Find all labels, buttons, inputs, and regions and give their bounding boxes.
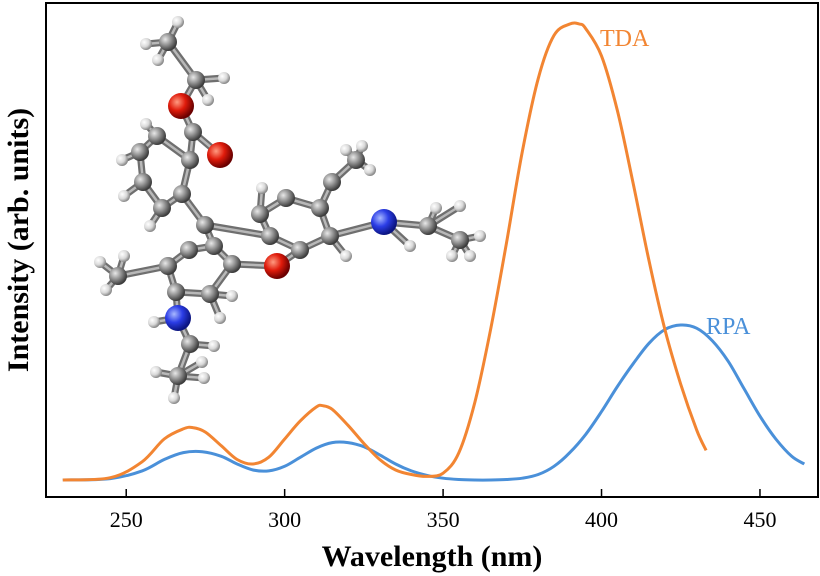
molecule-atom (208, 340, 220, 352)
molecule-atom (347, 151, 365, 169)
molecule-atom (291, 241, 309, 259)
molecule-bond (203, 223, 272, 238)
series-line-tda (62, 21, 708, 482)
molecule-atom (109, 267, 127, 285)
y-axis-label: Intensity (arb. units) (2, 108, 35, 372)
molecule-atom (159, 257, 177, 275)
molecule-atom (214, 312, 226, 324)
molecule-atom (340, 250, 352, 262)
molecule-atom (100, 284, 112, 296)
molecule-atom (167, 283, 185, 301)
molecule-atom (264, 253, 290, 279)
molecule-atom (187, 71, 205, 89)
molecule-atom (153, 199, 171, 217)
molecule-atom (404, 240, 416, 252)
molecule-atom (118, 250, 130, 262)
molecule-atom (196, 216, 214, 234)
x-tick-label: 300 (268, 507, 301, 532)
molecule-atom (218, 72, 230, 84)
molecule-atom (201, 285, 219, 303)
x-axis-label: Wavelength (nm) (322, 540, 543, 573)
molecule-illustration (94, 16, 486, 404)
molecule-atom (152, 54, 164, 66)
plot-frame (45, 2, 819, 498)
molecule-atom (256, 182, 268, 194)
molecule-atom (340, 144, 352, 156)
molecule-atom (446, 250, 458, 262)
molecule-atom (364, 164, 376, 176)
x-tick-label: 350 (427, 507, 460, 532)
x-axis-ticks: 250 300 350 400 450 (110, 489, 776, 532)
molecule-atom (202, 94, 214, 106)
molecule-atom (173, 185, 191, 203)
molecule-atom (207, 142, 233, 168)
molecule-atom (159, 33, 177, 51)
molecule-atom (168, 392, 180, 404)
x-tick-label: 450 (743, 507, 776, 532)
molecule-atom (148, 316, 160, 328)
molecule-atom (464, 250, 476, 262)
molecule-atom (371, 209, 397, 235)
molecule-atom (181, 151, 199, 169)
series-line-rpa (62, 323, 806, 482)
molecule-atom (148, 127, 166, 145)
x-tick-label: 400 (585, 507, 618, 532)
molecule-atom (116, 154, 128, 166)
molecule-atom (223, 255, 241, 273)
molecule-atom (172, 16, 184, 28)
molecule-atom (419, 217, 437, 235)
series-label-tda: TDA (600, 26, 650, 52)
molecule-atom (205, 237, 223, 255)
molecule-atom (323, 173, 341, 191)
molecule-atom (134, 173, 152, 191)
molecule-atom (150, 366, 162, 378)
molecule-atom (451, 231, 469, 249)
molecule-atom (168, 93, 194, 119)
molecule-atom (321, 227, 339, 245)
molecule-atom (144, 220, 156, 232)
molecule-atom (94, 256, 106, 268)
x-tick-label: 250 (110, 507, 143, 532)
molecule-atom (198, 372, 210, 384)
molecule-atom (226, 290, 238, 302)
molecule-atom (454, 200, 466, 212)
molecule-atom (311, 199, 329, 217)
molecule-atom (474, 230, 486, 242)
molecule-atom (169, 367, 187, 385)
molecule-atom (430, 202, 442, 214)
molecule-atom (165, 305, 191, 331)
series-label-rpa: RPA (706, 314, 751, 340)
molecule-atom (184, 123, 202, 141)
molecule-atom (251, 205, 269, 223)
molecule-atom (277, 189, 295, 207)
series-layer: RPA TDA (62, 21, 806, 482)
molecule-atom (180, 241, 198, 259)
molecule-atom (131, 143, 149, 161)
molecule-atom (356, 140, 368, 152)
molecule-atom (196, 356, 208, 368)
molecule-atom (261, 227, 279, 245)
molecule-atom (140, 38, 152, 50)
molecule-atom (181, 335, 199, 353)
molecule-atom (118, 190, 130, 202)
molecule-atom (140, 118, 152, 130)
